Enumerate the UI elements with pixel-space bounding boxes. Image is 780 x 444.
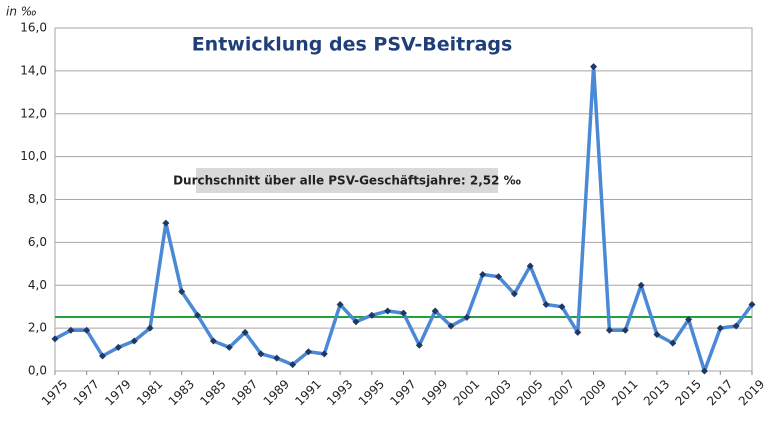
point-marker: [447, 322, 455, 330]
point-marker: [162, 219, 170, 227]
point-marker: [384, 307, 392, 315]
point-marker: [716, 324, 724, 332]
point-marker: [83, 326, 91, 334]
point-marker: [463, 313, 471, 321]
y-tick-label: 4,0: [28, 278, 47, 292]
y-tick-label: 16,0: [20, 21, 47, 35]
point-marker: [400, 309, 407, 317]
x-tick-label: 2017: [704, 377, 735, 408]
point-marker: [273, 354, 281, 362]
x-tick-label: 1981: [134, 377, 165, 408]
y-tick-label: 12,0: [20, 106, 47, 120]
x-tick-label: 1975: [39, 377, 70, 408]
point-marker: [320, 350, 328, 358]
y-axis-label: in ‰: [6, 5, 37, 19]
point-marker: [590, 63, 598, 71]
x-tick-label: 2005: [514, 377, 545, 408]
x-tick-label: 1977: [71, 377, 102, 408]
chart-title: Entwicklung des PSV-Beitrags: [192, 34, 513, 56]
point-marker: [574, 328, 582, 336]
annotation: Durchschnitt über alle PSV-Geschäftsjahr…: [173, 174, 521, 188]
point-marker: [542, 301, 550, 309]
point-marker: [510, 290, 518, 298]
y-tick-label: 14,0: [20, 63, 47, 77]
point-marker: [178, 288, 186, 296]
point-marker: [415, 341, 423, 349]
point-marker: [194, 311, 202, 319]
x-tick-label: 1997: [387, 377, 418, 408]
point-marker: [732, 322, 740, 330]
point-marker: [748, 301, 756, 309]
x-tick-label: 1987: [229, 377, 260, 408]
series-line: [54, 64, 754, 373]
point-marker: [114, 343, 122, 351]
point-marker: [653, 331, 661, 339]
y-tick-label: 6,0: [28, 235, 47, 249]
point-marker: [352, 318, 360, 326]
x-tick-label: 1993: [324, 377, 355, 408]
point-marker: [99, 352, 107, 360]
x-tick-label: 2003: [482, 377, 513, 408]
x-tick-label: 2007: [546, 377, 577, 408]
point-marker: [669, 339, 677, 347]
point-marker: [700, 367, 708, 375]
point-marker: [304, 348, 312, 356]
y-tick-label: 10,0: [20, 149, 47, 163]
y-tick-label: 0,0: [28, 364, 47, 378]
y-tick-label: 2,0: [28, 321, 47, 335]
x-tick-label: 2015: [673, 377, 704, 408]
point-marker: [209, 337, 217, 345]
point-marker: [146, 324, 154, 332]
point-marker: [51, 335, 59, 343]
point-marker: [685, 316, 693, 324]
point-marker: [605, 326, 613, 334]
point-marker: [336, 301, 344, 309]
point-marker: [289, 361, 297, 369]
point-marker: [368, 311, 376, 319]
point-marker: [526, 262, 534, 270]
point-marker: [257, 350, 265, 358]
x-tick-label: 1995: [356, 377, 387, 408]
point-marker: [637, 281, 645, 289]
point-marker: [431, 307, 439, 315]
point-marker: [67, 326, 75, 334]
x-tick-label: 2001: [451, 377, 482, 408]
x-tick-label: 2011: [609, 377, 640, 408]
point-marker: [558, 303, 566, 311]
x-tick-label: 1999: [419, 377, 450, 408]
x-tick-label: 2019: [736, 377, 767, 408]
x-tick-label: 1985: [197, 377, 228, 408]
x-tick-label: 1989: [261, 377, 292, 408]
x-tick-label: 1991: [292, 377, 323, 408]
point-marker: [225, 343, 233, 351]
annotation-box: [196, 168, 498, 193]
y-tick-label: 8,0: [28, 192, 47, 206]
x-tick-label: 1979: [102, 377, 133, 408]
point-marker: [241, 328, 249, 336]
x-tick-label: 1983: [166, 377, 197, 408]
point-marker: [130, 337, 138, 345]
point-marker: [495, 273, 503, 281]
x-tick-label: 2009: [577, 377, 608, 408]
point-marker: [479, 271, 487, 279]
point-marker: [621, 326, 629, 334]
x-tick-label: 2013: [641, 377, 672, 408]
